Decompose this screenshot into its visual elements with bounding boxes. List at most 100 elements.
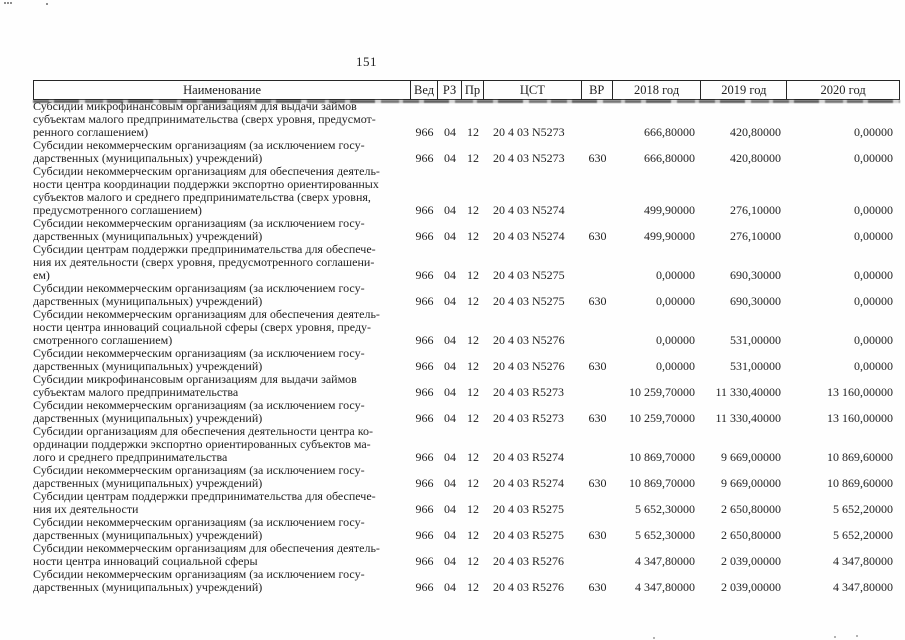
page-number: 151	[356, 54, 377, 69]
cell-pr: 12	[467, 411, 479, 425]
cell-cst: 20 4 03 N5276	[493, 333, 565, 347]
table-row: Субсидии некоммерческим организациям (за…	[33, 139, 900, 165]
cell-cst: 20 4 03 R5274	[493, 450, 565, 464]
cell-2020: 0,00000	[854, 229, 893, 243]
cell-ved: 966	[415, 151, 434, 165]
cell-2018: 499,90000	[644, 203, 695, 217]
cell-2018: 0,00000	[656, 268, 695, 282]
scan-smudge-line	[33, 100, 900, 103]
cell-pr: 12	[467, 476, 479, 490]
cell-ved: 966	[415, 125, 434, 139]
cell-name: Субсидии некоммерческим организациям (за…	[33, 515, 365, 542]
table-row: Субсидии некоммерческим организациям для…	[33, 165, 900, 217]
table-row: Субсидии организациям для обеспечения де…	[33, 425, 900, 464]
cell-name: Субсидии некоммерческим организациям для…	[33, 307, 380, 347]
cell-pr: 12	[467, 294, 479, 308]
cell-name: Субсидии некоммерческим организациям (за…	[33, 281, 365, 308]
cell-2018: 0,00000	[656, 294, 695, 308]
cell-cst: 20 4 03 R5276	[493, 554, 565, 568]
budget-table: Наименование Вед РЗ Пр ЦСТ ВР 2018 год 2…	[33, 80, 900, 594]
cell-2018: 666,80000	[644, 151, 695, 165]
cell-cst: 20 4 03 N5275	[493, 294, 565, 308]
cell-cst: 20 4 03 N5274	[493, 203, 565, 217]
cell-pr: 12	[467, 203, 479, 217]
table-row: Субсидии некоммерческим организациям (за…	[33, 282, 900, 308]
cell-rz: 04	[444, 450, 456, 464]
cell-cst: 20 4 03 R5274	[493, 476, 565, 490]
cell-2018: 499,90000	[644, 229, 695, 243]
table-header-row: Наименование Вед РЗ Пр ЦСТ ВР 2018 год 2…	[33, 80, 900, 100]
scan-artifact-dot	[46, 3, 48, 5]
cell-pr: 12	[467, 554, 479, 568]
cell-2018: 10 869,70000	[629, 476, 695, 490]
table-row: Субсидии некоммерческим организациям для…	[33, 308, 900, 347]
cell-name: Субсидии некоммерческим организациям (за…	[33, 398, 365, 425]
cell-ved: 966	[415, 502, 434, 516]
cell-ved: 966	[415, 268, 434, 282]
cell-ved: 966	[415, 229, 434, 243]
cell-2018: 5 652,30000	[635, 528, 695, 542]
column-header-cst: ЦСТ	[484, 81, 582, 99]
cell-ved: 966	[415, 554, 434, 568]
column-header-2018: 2018 год	[613, 81, 702, 99]
cell-ved: 966	[415, 385, 434, 399]
table-row: Субсидии некоммерческим организациям (за…	[33, 516, 900, 542]
cell-2019: 11 330,40000	[715, 411, 781, 425]
cell-ved: 966	[415, 450, 434, 464]
cell-2018: 0,00000	[656, 333, 695, 347]
cell-pr: 12	[467, 580, 479, 594]
scan-artifact-dot	[7, 2, 9, 4]
cell-pr: 12	[467, 385, 479, 399]
cell-pr: 12	[467, 528, 479, 542]
cell-cst: 20 4 03 R5273	[493, 411, 565, 425]
cell-rz: 04	[444, 554, 456, 568]
cell-ved: 966	[415, 359, 434, 373]
cell-vr: 630	[588, 476, 607, 490]
cell-2019: 9 669,00000	[721, 450, 781, 464]
cell-rz: 04	[444, 151, 456, 165]
cell-name: Субсидии организациям для обеспечения де…	[33, 424, 373, 464]
cell-pr: 12	[467, 502, 479, 516]
cell-name: Субсидии некоммерческим организациям для…	[33, 164, 380, 217]
cell-vr: 630	[588, 229, 607, 243]
cell-pr: 12	[467, 359, 479, 373]
cell-2020: 0,00000	[854, 268, 893, 282]
cell-2019: 11 330,40000	[715, 385, 781, 399]
table-row: Субсидии некоммерческим организациям (за…	[33, 217, 900, 243]
cell-rz: 04	[444, 359, 456, 373]
cell-2019: 2 039,00000	[721, 580, 781, 594]
cell-2020: 0,00000	[854, 294, 893, 308]
cell-2019: 9 669,00000	[721, 476, 781, 490]
cell-2020: 13 160,00000	[827, 411, 893, 425]
cell-ved: 966	[415, 580, 434, 594]
cell-rz: 04	[444, 333, 456, 347]
cell-rz: 04	[444, 411, 456, 425]
cell-2019: 2 650,80000	[721, 502, 781, 516]
cell-2020: 13 160,00000	[827, 385, 893, 399]
cell-2019: 276,10000	[730, 229, 781, 243]
cell-cst: 20 4 03 N5276	[493, 359, 565, 373]
cell-2019: 2 650,80000	[721, 528, 781, 542]
table-row: Субсидии некоммерческим организациям (за…	[33, 347, 900, 373]
table-row: Субсидии некоммерческим организациям (за…	[33, 464, 900, 490]
cell-rz: 04	[444, 502, 456, 516]
cell-rz: 04	[444, 385, 456, 399]
column-header-2019: 2019 год	[701, 81, 788, 99]
cell-cst: 20 4 03 R5276	[493, 580, 565, 594]
cell-vr: 630	[588, 151, 607, 165]
cell-2019: 690,30000	[730, 294, 781, 308]
cell-ved: 966	[415, 476, 434, 490]
cell-2019: 420,80000	[730, 151, 781, 165]
table-row: Субсидии центрам поддержки предпринимате…	[33, 490, 900, 516]
cell-2019: 690,30000	[730, 268, 781, 282]
cell-cst: 20 4 03 R5275	[493, 502, 565, 516]
scan-artifact-dot	[4, 2, 6, 4]
cell-2018: 0,00000	[656, 359, 695, 373]
cell-name: Субсидии центрам поддержки предпринимате…	[33, 489, 376, 516]
cell-cst: 20 4 03 N5273	[493, 125, 565, 139]
cell-2018: 4 347,80000	[635, 580, 695, 594]
cell-2019: 531,00000	[730, 333, 781, 347]
cell-name: Субсидии микрофинансовым организациям дл…	[33, 99, 376, 139]
table-body: Субсидии микрофинансовым организациям дл…	[33, 100, 900, 594]
table-row: Субсидии некоммерческим организациям для…	[33, 542, 900, 568]
